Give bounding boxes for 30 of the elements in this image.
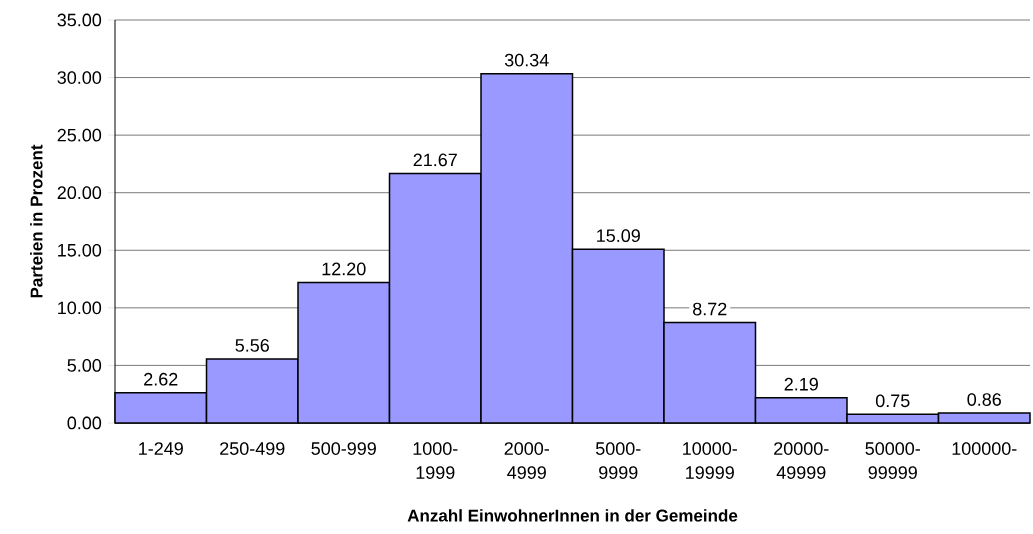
x-tick-label: 50000-99999 bbox=[865, 442, 920, 479]
x-tick-label: 100000- bbox=[952, 442, 1017, 455]
data-label: 2.62 bbox=[144, 372, 178, 386]
data-label: 5.56 bbox=[235, 339, 269, 352]
y-tick-label: 20.00 bbox=[57, 186, 102, 200]
y-tick-label: 10.00 bbox=[58, 301, 102, 315]
data-label: 12.20 bbox=[322, 262, 366, 276]
x-tick-label: 500-999 bbox=[311, 442, 376, 455]
y-tick-label: 30.00 bbox=[57, 71, 102, 84]
y-tick-label: 25.00 bbox=[57, 128, 102, 142]
x-tick-label: 1000-1999 bbox=[413, 442, 458, 479]
x-tick-label: 250-499 bbox=[220, 442, 285, 455]
data-label: 8.72 bbox=[693, 302, 727, 316]
data-label: 30.34 bbox=[504, 53, 549, 67]
y-tick-label: 15.00 bbox=[58, 243, 102, 257]
x-tick-label: 20000-49999 bbox=[774, 442, 829, 479]
data-label: 21.67 bbox=[413, 153, 457, 167]
x-axis-title: Anzahl EinwohnerInnen in der Gemeinde bbox=[407, 509, 738, 522]
y-tick-label: 5.00 bbox=[67, 359, 102, 372]
data-label: 15.09 bbox=[597, 229, 640, 243]
x-tick-label: 5000-9999 bbox=[595, 442, 641, 479]
x-tick-label: 1-249 bbox=[139, 442, 183, 455]
x-tick-label: 2000-4999 bbox=[504, 442, 549, 479]
x-tick-label: 10000-19999 bbox=[683, 442, 737, 479]
data-label: 0.75 bbox=[875, 394, 910, 408]
data-label: 2.19 bbox=[784, 377, 818, 391]
y-tick-label: 0.00 bbox=[67, 416, 102, 430]
y-axis-title: Parteien in Prozent bbox=[30, 144, 43, 298]
y-tick-label: 35.00 bbox=[57, 13, 102, 27]
data-label: 0.86 bbox=[967, 393, 1001, 406]
